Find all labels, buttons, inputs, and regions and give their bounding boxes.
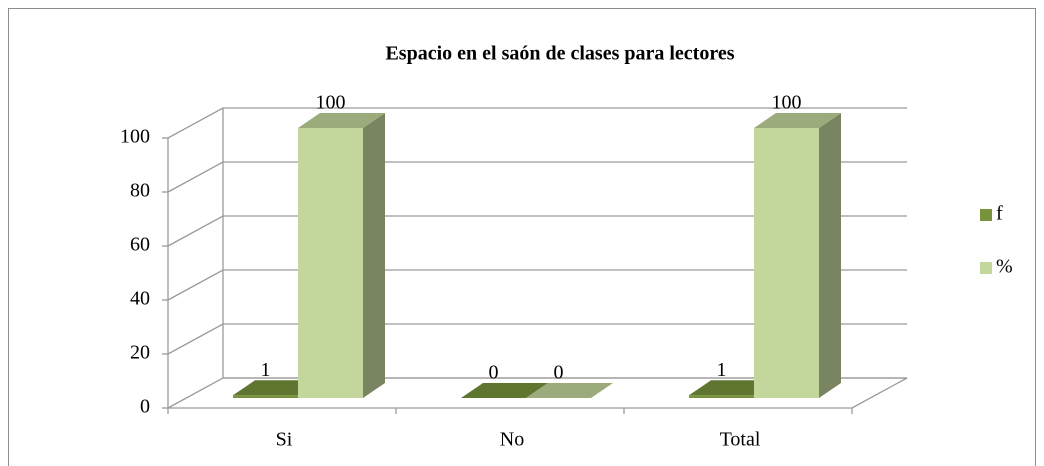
- bar: [461, 383, 548, 398]
- x-tick-label: Total: [720, 429, 761, 451]
- value-label: 1: [717, 359, 727, 381]
- legend-swatch: [980, 262, 992, 274]
- value-label: 100: [772, 92, 802, 114]
- x-tick-label: No: [500, 429, 524, 451]
- x-tick-label: Si: [276, 429, 293, 451]
- legend-swatch: [980, 209, 992, 221]
- value-label: 0: [554, 362, 564, 384]
- bar-top: [754, 113, 841, 128]
- bar-side: [363, 113, 385, 398]
- y-tick-label: 20: [130, 342, 150, 364]
- bar-front: [689, 395, 754, 398]
- bar-top: [298, 113, 385, 128]
- legend-label: f: [996, 203, 1003, 225]
- y-tick-label: 60: [130, 234, 150, 256]
- legend-label: %: [996, 256, 1013, 278]
- bar: [526, 383, 613, 398]
- y-tick-label: 40: [130, 288, 150, 310]
- value-label: 100: [316, 92, 346, 114]
- bar-front: [754, 128, 819, 398]
- bar-front: [298, 128, 363, 398]
- floor: [168, 377, 908, 409]
- y-tick-label: 80: [130, 180, 150, 202]
- value-label: 1: [261, 359, 271, 381]
- chart-title: Espacio en el saón de clases para lector…: [385, 43, 734, 65]
- y-tick-label: 0: [140, 396, 150, 418]
- value-label: 0: [489, 362, 499, 384]
- bar-front: [233, 395, 298, 398]
- bar-top: [461, 383, 548, 398]
- bar: [754, 113, 841, 398]
- y-tick-label: 100: [120, 126, 150, 148]
- bar-top: [526, 383, 613, 398]
- bar-side: [819, 113, 841, 398]
- bar: [298, 113, 385, 398]
